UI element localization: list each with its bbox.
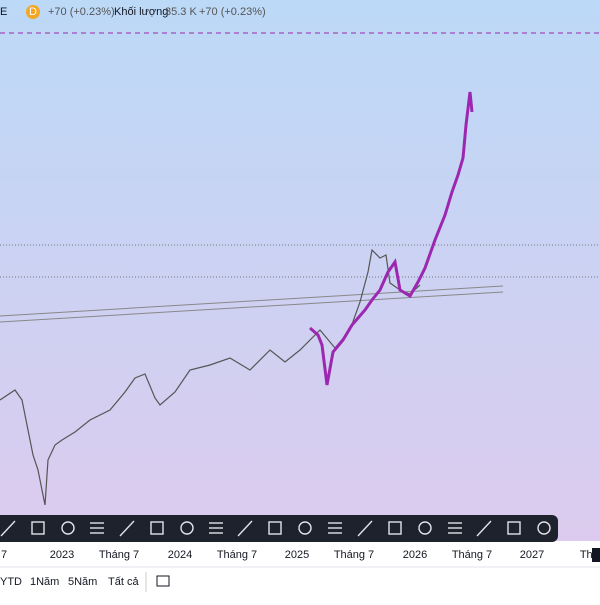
badge (26, 5, 40, 19)
drawing-tool[interactable] (31, 521, 45, 535)
drawing-tool[interactable] (0, 520, 16, 537)
drawing-tool[interactable] (388, 521, 402, 535)
interval-badge: D (29, 6, 37, 18)
drawing-tool[interactable] (90, 522, 104, 534)
forecast-line (309, 91, 474, 386)
symbol: E (0, 6, 7, 18)
drawing-tool[interactable] (476, 520, 492, 537)
drawing-tool[interactable] (298, 521, 312, 535)
drawing-tool[interactable] (507, 521, 521, 535)
price-line (0, 248, 421, 506)
drawing-toolbar (0, 515, 558, 542)
tool-glyph (61, 521, 75, 535)
tool-glyph (237, 520, 253, 537)
chart-background (0, 0, 600, 541)
time-label: Tháng 7 (452, 549, 492, 561)
time-label: 2026 (403, 549, 427, 561)
tool-glyph (268, 521, 282, 535)
tool-glyph (0, 520, 16, 537)
range-button[interactable]: YTD (0, 576, 22, 588)
tool-glyph (119, 520, 135, 537)
time-label: 2027 (520, 549, 544, 561)
time-label: Tháng 7 (0, 549, 7, 561)
drawing-tool[interactable] (537, 521, 551, 535)
time-label: Tháng 7 (99, 549, 139, 561)
drawing-tool[interactable] (328, 522, 342, 534)
tool-glyph (507, 521, 521, 535)
drawing-tool[interactable] (119, 520, 135, 537)
channel-line (0, 285, 504, 317)
tool-glyph (180, 521, 194, 535)
volume-value: 35.3 K (165, 6, 197, 18)
time-label: Tháng 7 (217, 549, 257, 561)
time-axis (0, 542, 600, 567)
range-button[interactable]: Tất cả (108, 576, 139, 588)
tool-glyph (476, 520, 492, 537)
range-bar (0, 567, 600, 600)
change: +70 (+0.23%) (48, 6, 115, 18)
tool-glyph (418, 521, 432, 535)
drawing-tool[interactable] (209, 522, 223, 534)
drawing-tool[interactable] (237, 520, 253, 537)
channel-line (0, 291, 504, 323)
tool-glyph (388, 521, 402, 535)
volume-change: +70 (+0.23%) (199, 6, 266, 18)
drawing-tool[interactable] (357, 520, 373, 537)
date-range-icon[interactable] (156, 575, 170, 587)
drawing-tool[interactable] (61, 521, 75, 535)
time-label: Tháng 7 (334, 549, 374, 561)
time-label: 2025 (285, 549, 309, 561)
tool-glyph (150, 521, 164, 535)
time-label: 2023 (50, 549, 74, 561)
drawing-tool[interactable] (448, 522, 462, 534)
drawing-tool[interactable] (268, 521, 282, 535)
tool-glyph (537, 521, 551, 535)
drawing-tool[interactable] (418, 521, 432, 535)
time-label: 2024 (168, 549, 192, 561)
drawing-tool[interactable] (150, 521, 164, 535)
cursor-label (592, 548, 600, 562)
range-button[interactable]: 1Năm (30, 576, 59, 588)
range-button[interactable]: 5Năm (68, 576, 97, 588)
volume-label: Khối lượng (114, 6, 168, 18)
tool-glyph (298, 521, 312, 535)
tool-glyph (357, 520, 373, 537)
tool-glyph (31, 521, 45, 535)
drawing-tool[interactable] (180, 521, 194, 535)
